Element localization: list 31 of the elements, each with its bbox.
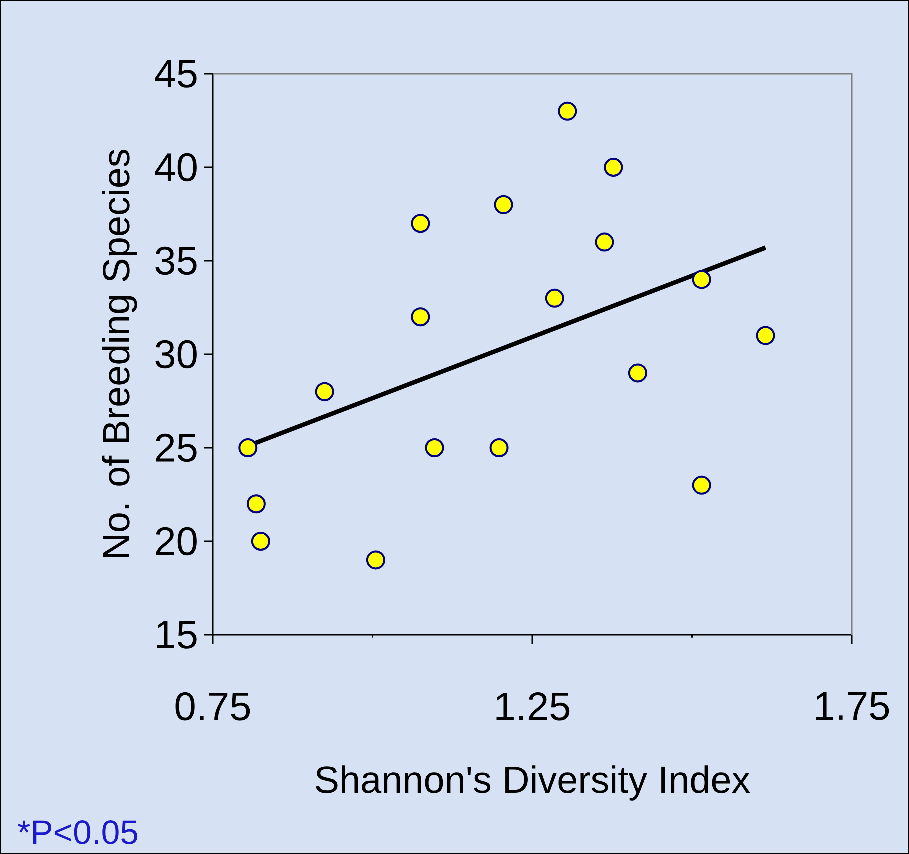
y-tick-label: 45: [155, 60, 197, 88]
y-tick-label: 30: [156, 340, 197, 369]
x-axis-title: Shannon's Diversity Index: [316, 766, 750, 801]
point: [604, 158, 624, 177]
point: [595, 232, 614, 252]
y-tick-label: 15: [157, 621, 197, 649]
point: [246, 494, 266, 514]
y-axis-title: No. of Breeding Species: [102, 150, 138, 558]
point: [490, 438, 509, 458]
x-tick-label: 0.75: [176, 692, 250, 721]
text: *P<0.05: [18, 820, 138, 844]
point: [628, 364, 648, 383]
point: [545, 288, 564, 308]
x-tick-label: 1.25: [496, 692, 570, 721]
point: [558, 102, 578, 121]
point: [756, 326, 776, 346]
y-tick-label: 25: [156, 434, 197, 462]
y-tick-label: 20: [156, 527, 197, 556]
point: [251, 532, 270, 551]
y-tick-label: 35: [156, 246, 197, 276]
point: [238, 438, 258, 458]
point: [411, 308, 430, 327]
point: [494, 195, 514, 214]
point: [425, 438, 444, 458]
y-tick-label: 40: [155, 153, 197, 182]
point: [692, 476, 712, 495]
point: [366, 550, 386, 570]
x-tick-label: 1.75: [816, 692, 890, 720]
point: [692, 270, 712, 290]
point: [411, 214, 430, 234]
point: [315, 382, 334, 402]
